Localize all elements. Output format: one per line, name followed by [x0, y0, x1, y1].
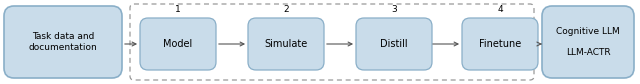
FancyBboxPatch shape: [356, 18, 432, 70]
FancyBboxPatch shape: [248, 18, 324, 70]
Text: 2: 2: [283, 5, 289, 15]
FancyBboxPatch shape: [4, 6, 122, 78]
Text: Distill: Distill: [380, 39, 408, 49]
Text: Cognitive LLM

LLM-ACTR: Cognitive LLM LLM-ACTR: [556, 27, 620, 57]
Text: Simulate: Simulate: [264, 39, 308, 49]
Text: Model: Model: [163, 39, 193, 49]
Text: 3: 3: [391, 5, 397, 15]
FancyBboxPatch shape: [140, 18, 216, 70]
Text: 4: 4: [497, 5, 503, 15]
Text: Task data and
documentation: Task data and documentation: [29, 32, 97, 52]
FancyBboxPatch shape: [542, 6, 634, 78]
Text: Finetune: Finetune: [479, 39, 521, 49]
FancyBboxPatch shape: [462, 18, 538, 70]
Text: 1: 1: [175, 5, 181, 15]
